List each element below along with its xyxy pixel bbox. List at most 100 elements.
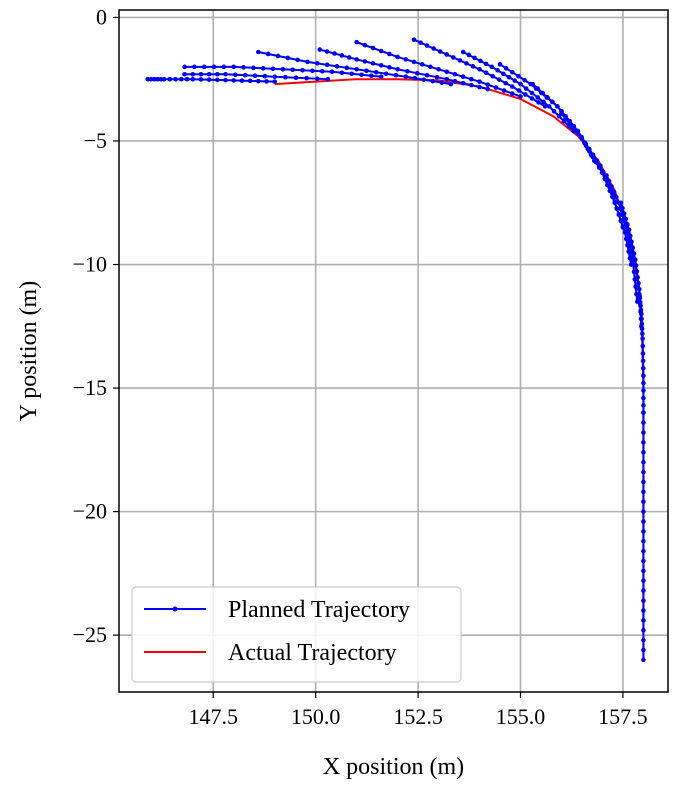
planned-trajectory-point bbox=[614, 195, 619, 200]
planned-trajectory-point bbox=[314, 76, 320, 81]
planned-trajectory-point bbox=[436, 67, 441, 72]
y-tick-label: −5 bbox=[84, 128, 107, 153]
planned-trajectory-point bbox=[641, 637, 646, 643]
planned-trajectory-point bbox=[616, 200, 622, 206]
legend-label-actual: Actual Trajectory bbox=[228, 640, 397, 666]
planned-trajectory-point bbox=[501, 71, 506, 77]
planned-trajectory-point bbox=[641, 568, 646, 574]
planned-trajectory-point bbox=[518, 94, 523, 99]
planned-trajectory-point bbox=[608, 188, 613, 193]
planned-trajectory-point bbox=[411, 59, 417, 65]
planned-trajectory-point bbox=[510, 84, 515, 89]
planned-trajectory-point bbox=[541, 99, 546, 105]
planned-trajectory-segment bbox=[182, 64, 384, 80]
planned-trajectory-point bbox=[641, 489, 646, 495]
planned-trajectory-point bbox=[439, 80, 445, 85]
planned-trajectory-point bbox=[495, 67, 500, 73]
planned-trajectory-point bbox=[373, 69, 379, 75]
planned-trajectory-point bbox=[578, 134, 584, 140]
y-tick-label: 0 bbox=[96, 4, 107, 29]
planned-trajectory-point bbox=[304, 75, 309, 81]
planned-trajectory-point bbox=[641, 479, 646, 485]
planned-trajectory-point bbox=[387, 65, 392, 70]
planned-trajectory-point bbox=[640, 351, 646, 356]
planned-trajectory-point bbox=[362, 42, 368, 48]
planned-trajectory-point bbox=[616, 212, 622, 217]
planned-trajectory-point bbox=[641, 598, 646, 603]
planned-trajectory-point bbox=[516, 73, 521, 79]
planned-trajectory-point bbox=[272, 79, 277, 84]
planned-trajectory-point bbox=[198, 77, 204, 82]
planned-trajectory-point bbox=[634, 291, 639, 297]
planned-trajectory-point bbox=[638, 316, 644, 322]
planned-trajectory-point bbox=[622, 230, 628, 235]
actual-trajectory-layer bbox=[274, 78, 645, 660]
planned-trajectory-point bbox=[602, 176, 608, 181]
planned-trajectory-point bbox=[231, 78, 237, 83]
planned-trajectory-point bbox=[460, 49, 466, 55]
planned-trajectory-point bbox=[575, 128, 581, 134]
planned-trajectory-point bbox=[364, 68, 369, 74]
planned-trajectory-segment bbox=[255, 49, 454, 87]
ticks-layer: 147.5 150.0 152.5 155.0 157.5 0 −5 −10 −15 −20 −25 bbox=[73, 4, 648, 729]
planned-trajectory-point bbox=[641, 529, 646, 534]
planned-trajectory-point bbox=[641, 373, 646, 379]
planned-trajectory-point bbox=[477, 84, 482, 90]
planned-trajectory-point bbox=[610, 193, 615, 198]
planned-trajectory-point bbox=[241, 65, 246, 70]
planned-trajectory-point bbox=[198, 71, 204, 77]
planned-trajectory-point bbox=[516, 88, 522, 93]
planned-trajectory-point bbox=[522, 77, 527, 83]
planned-trajectory-point bbox=[444, 52, 450, 57]
planned-trajectory-point bbox=[591, 158, 597, 164]
legend: Planned Trajectory Actual Trajectory bbox=[131, 586, 462, 683]
planned-trajectory-point bbox=[533, 86, 539, 91]
planned-trajectory-point bbox=[619, 212, 625, 217]
planned-trajectory-point bbox=[393, 72, 399, 78]
legend-label-planned: Planned Trajectory bbox=[228, 597, 410, 623]
planned-trajectory-point bbox=[173, 76, 178, 82]
planned-trajectory-point bbox=[555, 104, 560, 109]
planned-trajectory-point bbox=[255, 49, 261, 55]
planned-trajectory-point bbox=[490, 73, 495, 79]
planned-trajectory-point bbox=[631, 269, 637, 275]
planned-trajectory-point bbox=[503, 66, 509, 71]
planned-trajectory-point bbox=[485, 86, 491, 92]
planned-trajectory-point bbox=[472, 55, 477, 61]
planned-trajectory-point bbox=[605, 182, 611, 187]
planned-trajectory-point bbox=[633, 284, 638, 290]
planned-trajectory-point bbox=[497, 62, 503, 67]
planned-trajectory-point bbox=[641, 657, 646, 663]
planned-trajectory-point bbox=[324, 49, 330, 54]
planned-trajectory-point bbox=[167, 76, 173, 82]
planned-trajectory-point bbox=[588, 152, 594, 158]
planned-trajectory-segment bbox=[583, 143, 634, 267]
planned-trajectory-segment bbox=[460, 49, 577, 134]
planned-trajectory-point bbox=[190, 76, 196, 82]
planned-trajectory-point bbox=[641, 459, 646, 465]
planned-trajectory-point bbox=[184, 76, 190, 82]
planned-trajectory-point bbox=[332, 51, 337, 56]
planned-trajectory-point bbox=[283, 74, 288, 80]
planned-trajectory-point bbox=[559, 109, 564, 114]
planned-trajectory-segment bbox=[317, 47, 491, 92]
planned-trajectory-line bbox=[184, 73, 328, 81]
planned-trajectory-point bbox=[542, 104, 548, 109]
planned-trajectory-point bbox=[489, 64, 495, 70]
planned-trajectory-segment bbox=[182, 71, 331, 82]
planned-trajectory-point bbox=[641, 578, 646, 584]
actual-trajectory-line bbox=[274, 78, 645, 660]
planned-trajectory-point bbox=[571, 128, 577, 134]
planned-trajectory-point bbox=[403, 74, 409, 80]
planned-trajectory-point bbox=[571, 123, 577, 129]
planned-trajectory-point bbox=[145, 76, 150, 82]
planned-trajectory-point bbox=[354, 57, 359, 62]
planned-trajectory-point bbox=[424, 72, 430, 78]
planned-trajectory-point bbox=[614, 205, 620, 211]
planned-trajectory-point bbox=[405, 68, 410, 74]
planned-trajectory-point bbox=[469, 82, 474, 88]
planned-trajectory-point bbox=[448, 81, 454, 87]
planned-trajectory-point bbox=[493, 85, 499, 90]
planned-trajectory-point bbox=[634, 299, 640, 304]
planned-trajectory-point bbox=[452, 71, 458, 77]
